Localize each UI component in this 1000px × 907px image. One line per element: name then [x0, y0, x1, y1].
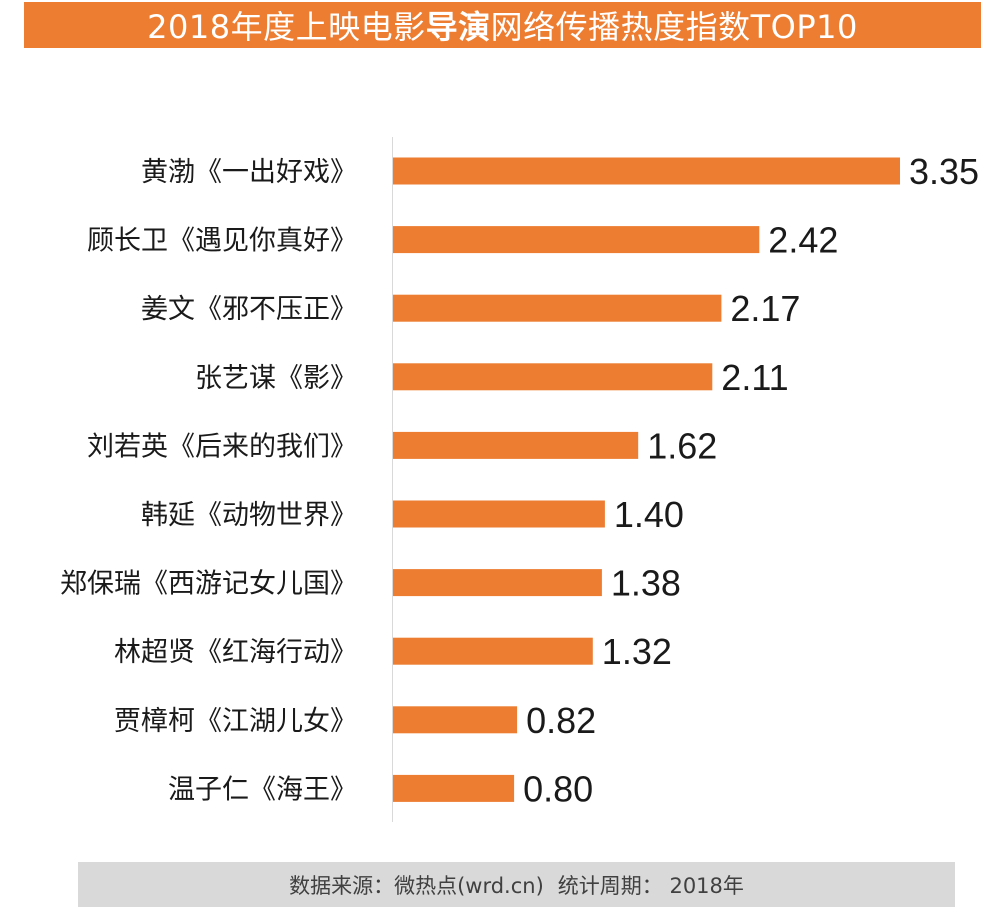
data-label: 1.32 — [602, 631, 672, 672]
footer-text: 数据来源：微热点(wrd.cn) 统计周期： 2018年 — [289, 870, 744, 900]
bar — [393, 637, 593, 665]
chart-title: 2018年度上映电影导演网络传播热度指数TOP10 — [147, 2, 858, 48]
category-label: 韩延《动物世界》 — [141, 500, 357, 531]
title-bar: 2018年度上映电影导演网络传播热度指数TOP10 — [24, 2, 981, 48]
category-label: 刘若英《后来的我们》 — [87, 431, 357, 462]
category-label: 温子仁《海王》 — [168, 774, 357, 805]
category-label: 张艺谋《影》 — [195, 363, 357, 394]
data-label: 0.80 — [523, 768, 593, 809]
category-label: 林超贤《红海行动》 — [114, 637, 357, 668]
bar — [393, 431, 639, 459]
data-label: 0.82 — [526, 700, 596, 741]
bar — [393, 706, 518, 734]
category-label: 郑保瑞《西游记女儿国》 — [60, 569, 357, 600]
bar — [393, 569, 602, 597]
data-label: 2.42 — [768, 220, 838, 261]
category-label: 黄渤《一出好戏》 — [141, 157, 357, 188]
title-prefix: 2018年度上映电影 — [147, 8, 426, 46]
bar — [393, 157, 900, 185]
bar — [393, 363, 713, 391]
title-emphasis: 导演 — [425, 8, 491, 46]
data-label: 1.38 — [611, 563, 681, 604]
data-label: 2.11 — [721, 357, 788, 398]
bar — [393, 774, 515, 802]
data-label: 1.62 — [647, 425, 717, 466]
category-label: 顾长卫《遇见你真好》 — [87, 226, 357, 257]
data-label: 3.35 — [909, 151, 979, 192]
data-label: 2.17 — [730, 288, 800, 329]
bar — [393, 226, 760, 254]
title-suffix: 网络传播热度指数TOP10 — [490, 8, 858, 46]
category-label: 姜文《邪不压正》 — [141, 294, 357, 325]
footer-source: 数据来源：微热点(wrd.cn) — [289, 873, 544, 898]
data-label: 1.40 — [614, 494, 684, 535]
bar — [393, 294, 722, 322]
footer: 数据来源：微热点(wrd.cn) 统计周期： 2018年 — [78, 862, 955, 907]
footer-period: 统计周期： 2018年 — [557, 873, 744, 898]
category-label: 贾樟柯《江湖儿女》 — [114, 706, 357, 737]
bar — [393, 500, 605, 528]
